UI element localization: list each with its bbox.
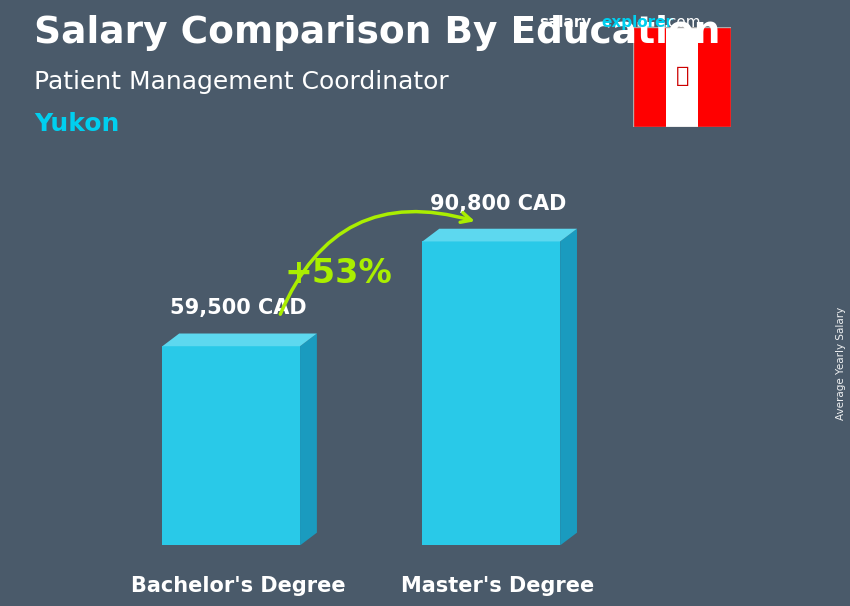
Text: Salary Comparison By Education: Salary Comparison By Education xyxy=(34,15,720,51)
Polygon shape xyxy=(162,333,317,346)
Text: +53%: +53% xyxy=(285,257,392,290)
Polygon shape xyxy=(666,27,699,127)
Polygon shape xyxy=(300,333,317,545)
Polygon shape xyxy=(422,228,577,241)
Text: 90,800 CAD: 90,800 CAD xyxy=(430,194,566,214)
Polygon shape xyxy=(699,27,731,127)
Text: 🍁: 🍁 xyxy=(676,66,688,86)
Text: Bachelor's Degree: Bachelor's Degree xyxy=(131,576,345,596)
Text: Patient Management Coordinator: Patient Management Coordinator xyxy=(34,70,449,94)
Text: Master's Degree: Master's Degree xyxy=(401,576,595,596)
Text: explorer: explorer xyxy=(602,15,674,30)
Polygon shape xyxy=(633,27,666,127)
Text: salary: salary xyxy=(540,15,592,30)
Text: 59,500 CAD: 59,500 CAD xyxy=(170,298,306,318)
Text: .com: .com xyxy=(663,15,700,30)
Text: Average Yearly Salary: Average Yearly Salary xyxy=(836,307,846,420)
Polygon shape xyxy=(422,241,560,545)
Polygon shape xyxy=(560,228,577,545)
Text: Yukon: Yukon xyxy=(34,112,119,136)
Polygon shape xyxy=(162,346,300,545)
